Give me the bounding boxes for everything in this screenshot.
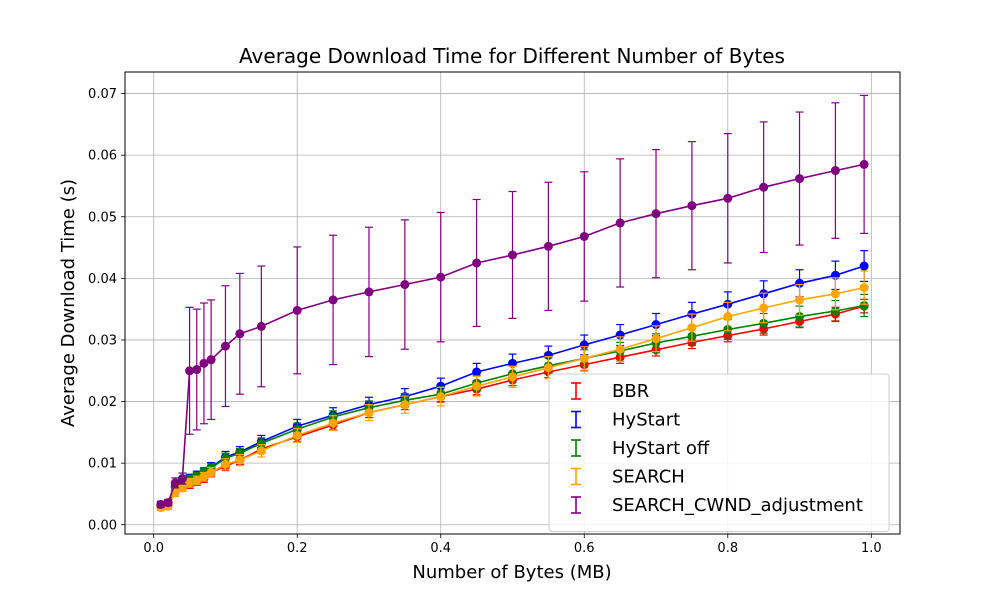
legend-label: SEARCH: [612, 467, 685, 488]
data-point: [235, 329, 245, 339]
legend-label: SEARCH_CWND_adjustment: [612, 495, 863, 516]
data-point: [759, 318, 769, 328]
y-axis-label: Average Download Time (s): [58, 179, 79, 427]
x-tick-label: 0.2: [287, 541, 308, 556]
data-point: [163, 498, 173, 508]
data-point: [400, 400, 410, 410]
data-point: [859, 300, 869, 310]
data-point: [543, 241, 553, 251]
data-point: [156, 499, 166, 509]
data-point: [830, 306, 840, 316]
x-axis-label: Number of Bytes (MB): [412, 562, 611, 583]
data-point: [328, 295, 338, 305]
legend-label: BBR: [612, 381, 649, 402]
data-point: [170, 478, 180, 488]
data-point: [185, 366, 195, 376]
data-point: [220, 453, 230, 463]
data-point: [615, 218, 625, 228]
x-tick-label: 1.0: [861, 541, 882, 556]
data-point: [795, 174, 805, 184]
data-point: [256, 446, 266, 456]
data-point: [220, 459, 230, 469]
data-point: [206, 355, 216, 365]
data-point: [651, 209, 661, 219]
data-point: [615, 344, 625, 354]
data-point: [687, 323, 697, 333]
data-point: [328, 418, 338, 428]
x-tick-label: 0.4: [430, 541, 451, 556]
data-point: [364, 408, 374, 418]
data-point: [256, 438, 266, 448]
legend-label: HyStart off: [612, 438, 710, 459]
data-point: [436, 272, 446, 282]
data-point: [400, 280, 410, 290]
y-tick-label: 0.01: [88, 457, 117, 472]
data-point: [436, 392, 446, 402]
data-point: [830, 166, 840, 176]
data-point: [508, 372, 517, 382]
data-point: [723, 312, 733, 322]
data-point: [206, 467, 216, 477]
data-point: [292, 305, 302, 315]
data-point: [795, 295, 805, 305]
data-point: [192, 365, 202, 375]
data-point: [472, 381, 482, 391]
y-tick-label: 0.00: [88, 518, 117, 533]
data-point: [651, 334, 661, 344]
y-tick-label: 0.02: [88, 395, 117, 410]
data-point: [759, 182, 769, 192]
x-tick-label: 0.6: [574, 541, 595, 556]
data-point: [199, 358, 209, 368]
data-point: [723, 193, 733, 203]
x-tick-label: 0.0: [143, 541, 164, 556]
y-tick-label: 0.06: [88, 149, 117, 164]
data-point: [687, 201, 697, 211]
data-point: [795, 312, 805, 322]
data-point: [859, 261, 869, 271]
chart-title: Average Download Time for Different Numb…: [239, 44, 785, 68]
data-point: [185, 478, 195, 488]
data-point: [472, 258, 482, 268]
data-point: [472, 367, 482, 377]
legend-label: HyStart: [612, 410, 680, 431]
grid-lines: [125, 72, 900, 534]
data-point: [235, 455, 245, 465]
y-tick-label: 0.03: [88, 333, 117, 348]
data-point: [256, 321, 266, 331]
data-point: [859, 159, 869, 169]
y-tick-label: 0.05: [88, 210, 117, 225]
series-search-cwnd-adjustment: [156, 94, 869, 509]
data-point: [235, 448, 245, 458]
data-point: [859, 283, 869, 293]
legend-box: [548, 373, 890, 532]
x-tick-label: 0.8: [717, 541, 738, 556]
axis-ticks: 0.0 0.2 0.4 0.6 0.8 1.0 0.00 0.01 0.02 0.03 0.04 0.…: [88, 87, 882, 556]
data-point: [364, 287, 374, 297]
plot-frame: [124, 71, 901, 535]
data-point: [759, 303, 769, 313]
data-point: [177, 474, 187, 484]
legend: BBR HyStart HyStart off SEARCH SEARCH_CWND_a…: [548, 373, 890, 532]
data-point: [436, 381, 446, 391]
data-point: [177, 483, 187, 493]
data-point: [830, 289, 840, 299]
data-point: [651, 320, 661, 330]
data-point: [220, 341, 230, 351]
data-point: [292, 430, 302, 440]
data-point: [543, 363, 553, 373]
series-layer: [156, 94, 869, 513]
data-point: [199, 472, 209, 482]
y-tick-label: 0.07: [88, 87, 117, 102]
data-point: [579, 231, 589, 241]
data-point: [508, 250, 517, 260]
data-point: [579, 353, 589, 363]
data-point: [795, 278, 805, 288]
y-tick-label: 0.04: [88, 272, 117, 287]
data-point: [192, 475, 202, 485]
